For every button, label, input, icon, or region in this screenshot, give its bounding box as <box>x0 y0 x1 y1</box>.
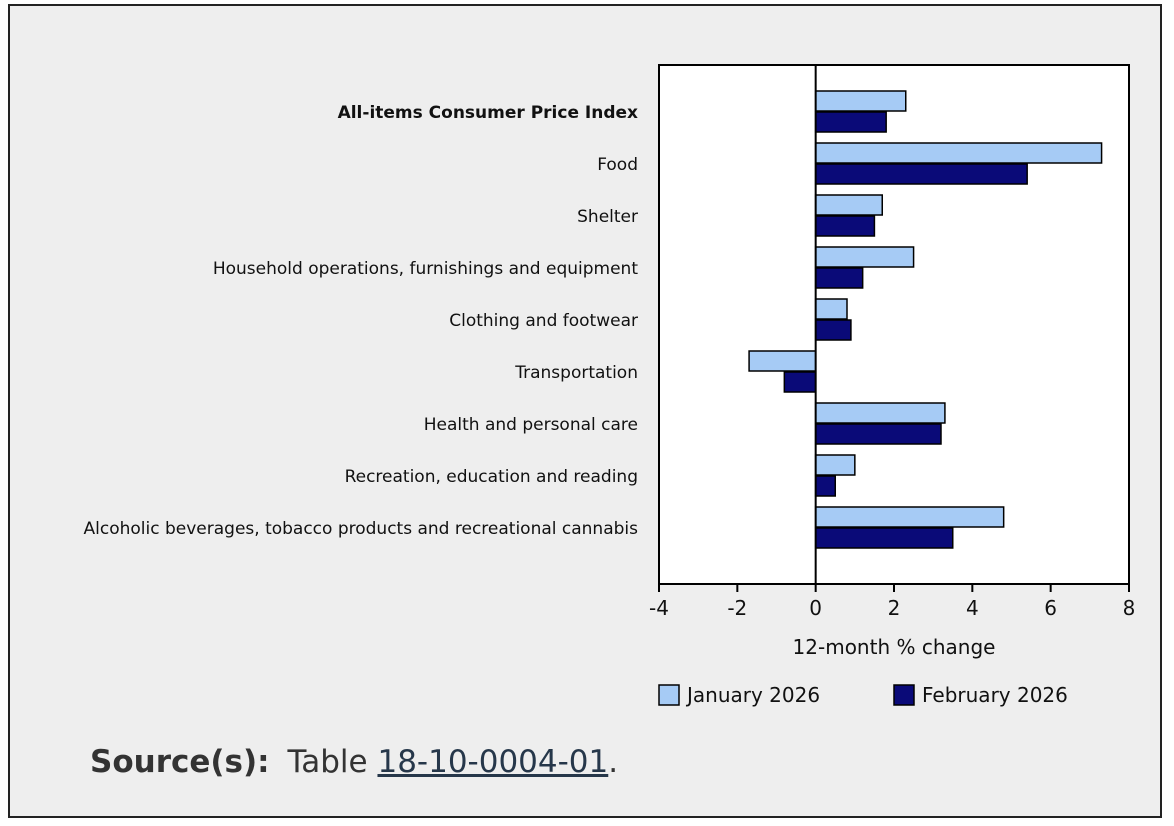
category-label: Clothing and footwear <box>449 311 638 331</box>
bar-february <box>814 215 876 237</box>
category-label: Transportation <box>514 363 638 383</box>
source-prefix: Table <box>287 744 368 780</box>
bar-february <box>814 267 864 289</box>
bar-january <box>748 350 817 372</box>
x-axis-label: 12-month % change <box>793 635 996 659</box>
source-table-link[interactable]: 18-10-0004-01 <box>377 744 609 780</box>
bar-february <box>814 527 954 549</box>
bar-january <box>814 142 1103 164</box>
x-tick-label: 4 <box>966 596 979 620</box>
bar-january <box>814 90 907 112</box>
category-label: Health and personal care <box>424 415 638 435</box>
bar-january <box>814 454 856 476</box>
bar-february <box>814 111 887 133</box>
category-label: All-items Consumer Price Index <box>338 103 638 123</box>
bar-february <box>814 319 852 341</box>
x-tick-label: 8 <box>1123 596 1136 620</box>
bar-january <box>814 194 884 216</box>
bar-january <box>814 246 915 268</box>
legend-label: January 2026 <box>685 683 820 707</box>
category-label: Food <box>597 155 638 175</box>
bar-january <box>814 402 946 424</box>
x-tick-label: 0 <box>809 596 822 620</box>
category-label: Shelter <box>577 207 638 227</box>
bar-february <box>814 475 837 497</box>
category-label: Household operations, furnishings and eq… <box>213 259 639 279</box>
source-suffix: . <box>608 744 619 780</box>
x-tick-label: -2 <box>727 596 747 620</box>
legend-label: February 2026 <box>922 683 1068 707</box>
legend-swatch <box>893 684 915 706</box>
category-label: Recreation, education and reading <box>345 467 638 487</box>
bar-february <box>814 423 942 445</box>
source-note: Source(s): Table 18-10-0004-01. <box>90 744 618 780</box>
bar-february <box>783 371 817 393</box>
x-tick-label: 2 <box>888 596 901 620</box>
category-label: Alcoholic beverages, tobacco products an… <box>84 519 639 539</box>
source-label: Source(s): <box>90 744 270 780</box>
bar-february <box>814 163 1028 185</box>
bar-january <box>814 298 848 320</box>
bar-january <box>814 506 1005 528</box>
x-tick-label: -4 <box>649 596 669 620</box>
legend-swatch <box>658 684 680 706</box>
x-tick-label: 6 <box>1044 596 1057 620</box>
